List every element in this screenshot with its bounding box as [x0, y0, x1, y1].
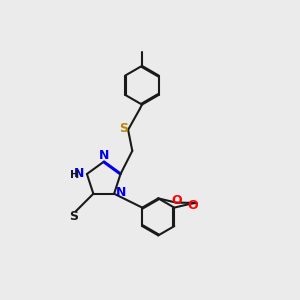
Text: N: N [99, 148, 109, 161]
Text: O: O [172, 194, 182, 206]
Text: S: S [70, 210, 79, 223]
Text: N: N [74, 167, 85, 180]
Text: N: N [116, 186, 126, 200]
Text: H: H [70, 170, 79, 180]
Text: S: S [119, 122, 128, 135]
Text: O: O [188, 200, 198, 212]
